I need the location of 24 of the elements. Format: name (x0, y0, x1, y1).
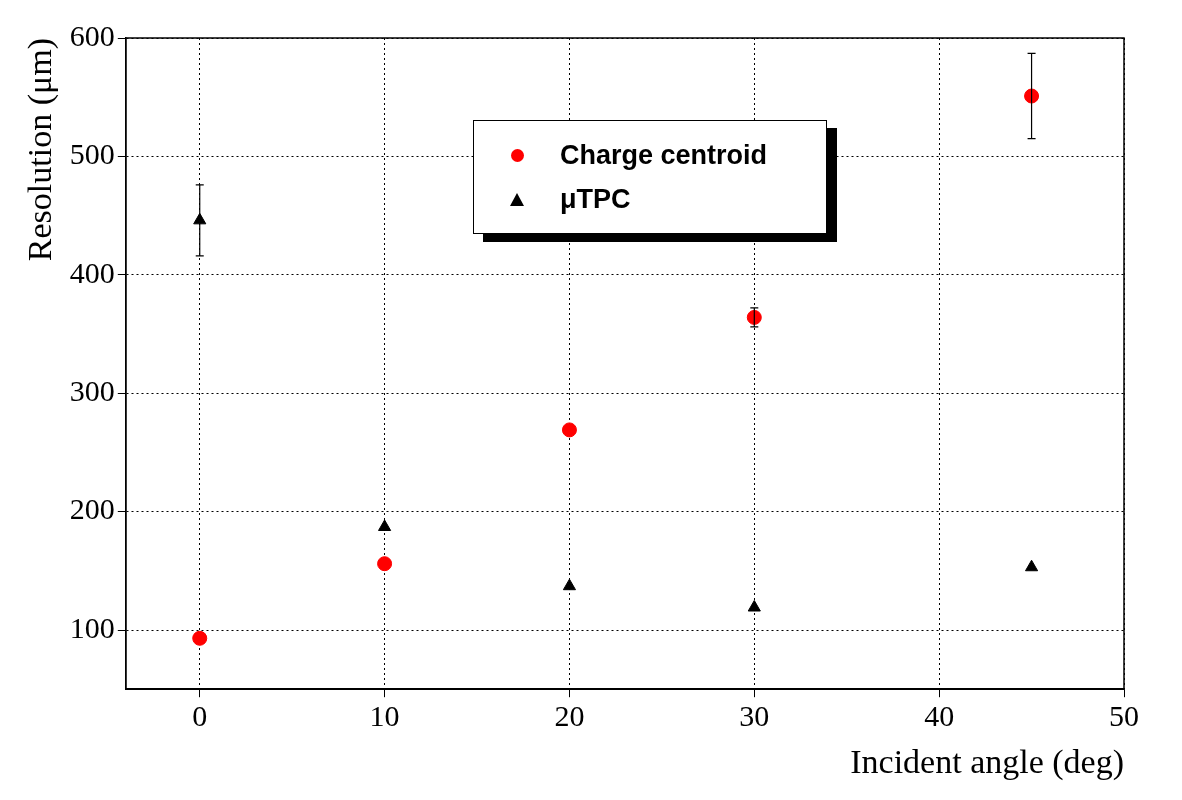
point (1025, 559, 1039, 572)
legend-label: Charge centroid (560, 139, 768, 171)
x-tick-label: 40 (924, 699, 955, 733)
x-tick-label: 50 (1109, 699, 1139, 733)
x-tick-label: 0 (192, 699, 208, 733)
x-tick-label: 10 (369, 699, 400, 733)
y-tick-label: 400 (69, 255, 115, 289)
point (378, 519, 392, 531)
y-tick-label: 200 (69, 492, 115, 526)
point (192, 630, 208, 646)
point (561, 422, 577, 438)
point (1024, 88, 1040, 104)
y-tick-label: 600 (69, 18, 115, 52)
y-tick-label: 100 (69, 610, 115, 644)
y-tick-label: 500 (69, 137, 115, 171)
x-tick-label: 30 (739, 699, 770, 733)
y-axis-title: Resolution (μm) (21, 38, 60, 262)
x-axis-title: Incident angle (deg) (850, 742, 1124, 781)
y-tick-label: 300 (69, 374, 115, 408)
point (377, 556, 393, 572)
legend-label: μTPC (560, 183, 631, 215)
x-tick-label: 20 (554, 699, 585, 733)
point (747, 600, 761, 612)
point (562, 578, 577, 591)
